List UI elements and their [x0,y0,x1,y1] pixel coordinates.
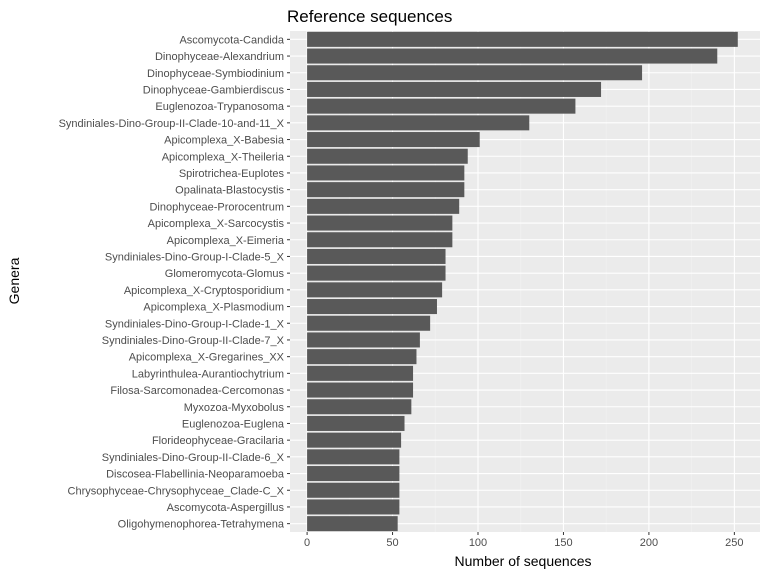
x-tick-label: 200 [640,537,658,549]
bar [307,198,460,214]
y-tick-label: Apicomplexa_X-Theileria [162,151,285,163]
bar [307,365,414,381]
y-tick-label: Dinophyceae-Symbiodinium [147,68,284,80]
bar [307,81,602,97]
y-tick-label: Syndiniales-Dino-Group-II-Clade-6_X [102,452,285,464]
bar [307,299,437,315]
bar [307,349,417,365]
y-tick-label: Glomeromycota-Glomus [165,268,285,280]
chart-title: Reference sequences [287,7,452,26]
y-tick-label: Ascomycota-Candida [179,34,284,46]
y-tick-label: Spirotrichea-Euplotes [179,168,285,180]
y-tick-label: Syndiniales-Dino-Group-II-Clade-10-and-1… [59,118,285,130]
x-tick-label: 100 [469,537,487,549]
bar [307,248,446,264]
y-tick-label: Oligohymenophorea-Tetrahymena [118,519,285,531]
bar [307,315,431,331]
x-tick-labels: 0 50 100 150 200 250 [304,532,744,549]
y-tick-label: Opalinata-Blastocystis [175,185,284,197]
y-tick-label: Dinophyceae-Alexandrium [155,51,284,63]
y-tick-label: Chrysophyceae-Chrysophyceae_Clade-C_X [68,485,285,497]
bar [307,432,402,448]
y-tick-label: Dinophyceae-Gambierdiscus [143,84,285,96]
y-tick-label: Ascomycota-Aspergillus [167,502,285,514]
y-tick-label: Euglenozoa-Euglena [182,418,285,430]
grid-lines [290,31,760,532]
bar [307,499,400,515]
bar [307,182,465,198]
bar [307,232,453,248]
x-tick-label: 50 [386,537,398,549]
bar [307,415,405,431]
bar [307,466,400,482]
y-tick-label: Apicomplexa_X-Gregarines_XX [129,352,285,364]
x-tick-label: 150 [554,537,572,549]
bar [307,48,718,64]
bars [307,31,738,532]
y-tick-label: Discosea-Flabellinia-Neoparamoeba [106,469,285,481]
y-tick-label: Apicomplexa_X-Sarcocystis [148,218,285,230]
x-tick-label: 250 [725,537,743,549]
bar [307,31,738,47]
y-tick-label: Filosa-Sarcomonadea-Cercomonas [110,385,284,397]
y-tick-label: Labyrinthulea-Aurantiochytrium [132,368,284,380]
plot-panel [290,31,760,532]
y-tick-label: Apicomplexa_X-Eimeria [167,235,285,247]
y-tick-label: Syndiniales-Dino-Group-I-Clade-1_X [105,318,285,330]
bar [307,265,446,281]
y-tick-label: Apicomplexa_X-Babesia [164,135,285,147]
bar [307,332,420,348]
y-tick-label: Syndiniales-Dino-Group-I-Clade-5_X [105,251,285,263]
bar [307,449,400,465]
y-tick-label: Syndiniales-Dino-Group-II-Clade-7_X [102,335,285,347]
bar [307,115,530,131]
y-tick-label: Myxozoa-Myxobolus [184,402,285,414]
bar [307,65,643,81]
bar [307,282,443,298]
y-tick-label: Dinophyceae-Prorocentrum [149,201,284,213]
x-axis-title: Number of sequences [455,553,592,569]
y-tick-label: Florideophyceae-Gracilaria [152,435,285,447]
y-axis-title: Genera [6,257,22,304]
y-tick-label: Euglenozoa-Trypanosoma [155,101,284,113]
bar [307,382,414,398]
bar [307,482,400,498]
bar [307,516,398,532]
bar [307,399,412,415]
bar [307,98,576,114]
y-tick-label: Apicomplexa_X-Plasmodium [143,302,284,314]
bar [307,165,465,181]
y-tick-label: Apicomplexa_X-Cryptosporidium [124,285,284,297]
y-tick-labels: Ascomycota-Candida Dinophyceae-Alexandriu… [59,34,290,531]
x-tick-label: 0 [304,537,310,549]
bar [307,132,480,148]
bar [307,215,453,231]
bar [307,148,468,164]
